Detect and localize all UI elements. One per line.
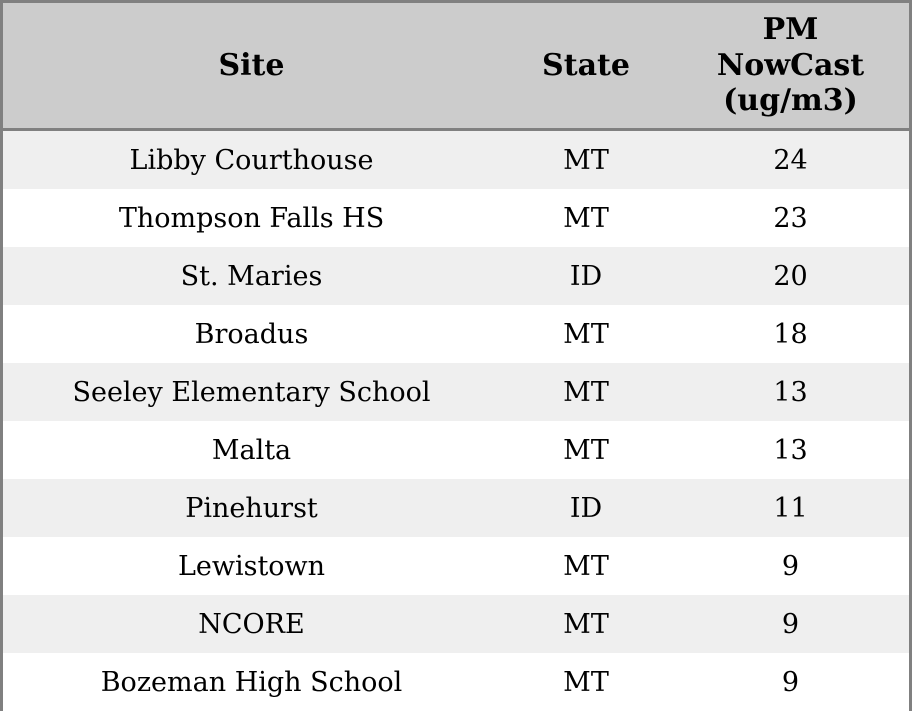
cell-state: ID [500,479,672,537]
column-header-pm-nowcast[interactable]: PM NowCast (ug/m3) [672,3,909,131]
cell-state: MT [500,129,672,189]
column-header-state-label: State [542,47,630,83]
table-row[interactable]: Pinehurst ID 11 [3,479,909,537]
table-row[interactable]: Lewistown MT 9 [3,537,909,595]
table-header: Site State PM NowCast (ug/m3) [3,3,909,131]
cell-pm-nowcast: 9 [672,537,909,595]
column-header-site-label: Site [218,47,285,83]
cell-pm-nowcast: 13 [672,363,909,421]
cell-site: St. Maries [3,247,500,305]
column-header-state[interactable]: State [500,3,672,131]
table-body: Libby Courthouse MT 24 Thompson Falls HS MT 2… [3,129,909,711]
cell-state: MT [500,595,672,653]
cell-pm-nowcast: 18 [672,305,909,363]
cell-pm-nowcast: 20 [672,247,909,305]
cell-site: Seeley Elementary School [3,363,500,421]
cell-state: MT [500,305,672,363]
table-row[interactable]: Thompson Falls HS MT 23 [3,189,909,247]
cell-state: MT [500,363,672,421]
cell-site: Libby Courthouse [3,129,500,189]
column-header-pm-nowcast-line3: (ug/m3) [723,83,858,119]
cell-site: Thompson Falls HS [3,189,500,247]
cell-state: MT [500,537,672,595]
cell-site: Bozeman High School [3,653,500,711]
cell-site: Lewistown [3,537,500,595]
header-row: Site State PM NowCast (ug/m3) [3,3,909,131]
cell-site: Broadus [3,305,500,363]
cell-state: MT [500,421,672,479]
table-row[interactable]: NCORE MT 9 [3,595,909,653]
cell-pm-nowcast: 24 [672,129,909,189]
cell-pm-nowcast: 11 [672,479,909,537]
cell-state: MT [500,653,672,711]
pm-nowcast-table: Site State PM NowCast (ug/m3) Libby Cour… [3,3,909,711]
column-header-pm-nowcast-line2: NowCast [716,47,865,83]
table-row[interactable]: Malta MT 13 [3,421,909,479]
cell-pm-nowcast: 23 [672,189,909,247]
cell-state: MT [500,189,672,247]
cell-site: Malta [3,421,500,479]
cell-pm-nowcast: 9 [672,595,909,653]
table-row[interactable]: Bozeman High School MT 9 [3,653,909,711]
table-row[interactable]: St. Maries ID 20 [3,247,909,305]
cell-state: ID [500,247,672,305]
cell-site: Pinehurst [3,479,500,537]
table-row[interactable]: Seeley Elementary School MT 13 [3,363,909,421]
cell-site: NCORE [3,595,500,653]
table-row[interactable]: Libby Courthouse MT 24 [3,129,909,189]
column-header-pm-nowcast-line1: PM [762,12,819,48]
column-header-site[interactable]: Site [3,3,500,131]
cell-pm-nowcast: 9 [672,653,909,711]
cell-pm-nowcast: 13 [672,421,909,479]
table-row[interactable]: Broadus MT 18 [3,305,909,363]
